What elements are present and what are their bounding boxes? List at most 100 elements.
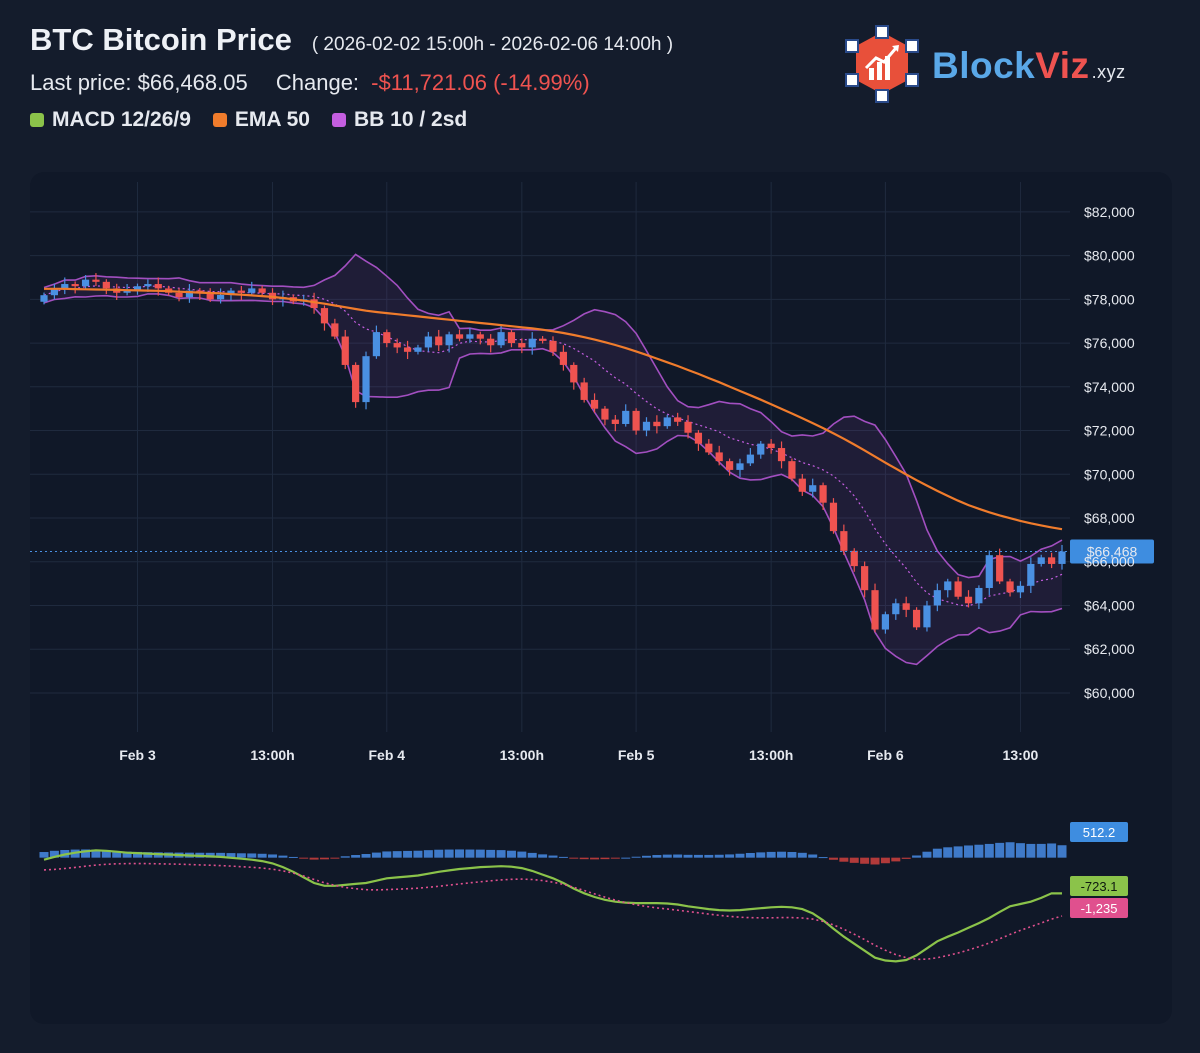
candle-body <box>611 419 619 424</box>
candle-body <box>757 443 765 455</box>
candle-body <box>985 555 993 588</box>
candle <box>684 415 692 439</box>
macd-signal-tag-label: -1,235 <box>1081 901 1118 916</box>
candle-body <box>466 334 474 339</box>
macd-histogram-bar <box>964 845 974 858</box>
macd-histogram-bar <box>205 852 215 858</box>
macd-histogram-bar <box>860 857 870 864</box>
macd-histogram-bar <box>974 844 984 858</box>
macd-histogram-bar <box>704 854 714 858</box>
candle <box>871 583 879 633</box>
candle-body <box>206 292 214 300</box>
macd-histogram-bar <box>652 855 662 858</box>
macd-histogram-bar <box>319 857 329 860</box>
price-chart[interactable]: $66,468 $82,000 $80,000 $78,000 $76,000 $74,… <box>30 172 1172 1024</box>
bb-upper-line <box>43 253 1063 579</box>
candle-body <box>881 614 890 630</box>
macd-histogram-bar <box>340 856 350 858</box>
candle <box>352 362 360 408</box>
macd-histogram-bar <box>901 857 911 859</box>
candle-body <box>40 295 48 302</box>
blockviz-logo[interactable]: BlockViz .xyz <box>842 24 1126 108</box>
macd-histogram-bar <box>278 855 288 858</box>
macd-histogram-bar <box>777 851 787 858</box>
macd-histogram-bar <box>288 856 298 858</box>
candle <box>341 329 349 370</box>
macd-histogram-bar <box>641 855 651 858</box>
candle <box>216 288 225 304</box>
macd-histogram-bar <box>1036 843 1046 858</box>
candle <box>881 611 890 634</box>
x-tick-label: Feb 4 <box>369 747 406 763</box>
candle <box>611 415 619 432</box>
candle-body <box>248 288 256 293</box>
macd-histogram-bar <box>101 850 111 858</box>
macd-histogram-bar <box>506 850 516 858</box>
macd-histogram-bar <box>922 851 932 858</box>
y-tick-label: $64,000 <box>1084 597 1135 613</box>
candle-body <box>861 566 869 591</box>
candle-body <box>590 399 599 409</box>
candle-body <box>341 336 349 365</box>
macd-histogram-bar <box>216 852 226 858</box>
x-tick-label: 13:00h <box>500 747 544 763</box>
macd-histogram-bar <box>891 857 901 862</box>
legend-item-bb[interactable]: BB 10 / 2sd <box>331 108 467 132</box>
y-tick-label: $72,000 <box>1084 423 1135 439</box>
candle <box>850 548 858 572</box>
candle-body <box>694 432 703 444</box>
candle <box>40 292 48 305</box>
macd-histogram-bar <box>403 850 413 858</box>
candle-body <box>902 603 910 610</box>
x-tick-label: Feb 6 <box>867 747 904 763</box>
x-tick-label: 13:00 <box>1003 747 1039 763</box>
candle-body <box>133 286 142 291</box>
x-tick-label: 13:00h <box>250 747 294 763</box>
macd-histogram-bar <box>693 854 703 858</box>
candle <box>507 329 516 348</box>
candle-body <box>632 410 640 431</box>
candle <box>892 598 900 620</box>
macd-histogram-bar <box>943 847 953 858</box>
logo-suffix: .xyz <box>1091 62 1126 82</box>
candle-body <box>601 408 609 420</box>
macd-histogram-bar <box>268 854 278 858</box>
macd-histogram-bar <box>413 850 423 858</box>
candle-body <box>559 351 567 365</box>
candle-body <box>362 356 370 403</box>
candle <box>674 412 682 426</box>
candle-body <box>383 332 391 344</box>
bb-fill <box>44 254 1062 665</box>
legend-item-macd[interactable]: MACD 12/26/9 <box>30 108 191 132</box>
macd-histogram-bar <box>1026 843 1036 858</box>
macd-histogram-bar <box>1047 843 1057 858</box>
macd-histogram-bar <box>828 857 838 860</box>
macd-histogram-bar <box>808 854 818 858</box>
macd-histogram-bar <box>351 855 361 858</box>
macd-histogram-bar <box>673 854 683 858</box>
candle-body <box>227 290 235 295</box>
macd-histogram-bar <box>475 849 485 858</box>
candle <box>81 275 90 289</box>
candle-body <box>1058 551 1066 564</box>
candle-body <box>944 581 952 591</box>
macd-signal-tag <box>1070 898 1128 918</box>
macd-histogram-bar <box>548 855 558 858</box>
candle <box>424 331 432 352</box>
legend-swatch-macd <box>30 113 44 127</box>
macd-histogram-bar <box>465 849 475 858</box>
candle <box>746 448 754 466</box>
candle-body <box>320 308 329 324</box>
change-label: Change: <box>275 70 360 95</box>
candle-body <box>1016 585 1025 593</box>
legend-item-ema[interactable]: EMA 50 <box>212 108 310 132</box>
candle-body <box>1027 563 1035 586</box>
macd-histogram-bar <box>756 852 766 858</box>
y-tick-label: $68,000 <box>1084 510 1135 526</box>
candle <box>559 345 567 371</box>
candle-body <box>372 332 381 357</box>
macd-histogram-bar <box>766 851 776 858</box>
candle <box>923 600 931 632</box>
candle-body <box>580 382 588 400</box>
macd-histogram-bar <box>247 853 257 858</box>
